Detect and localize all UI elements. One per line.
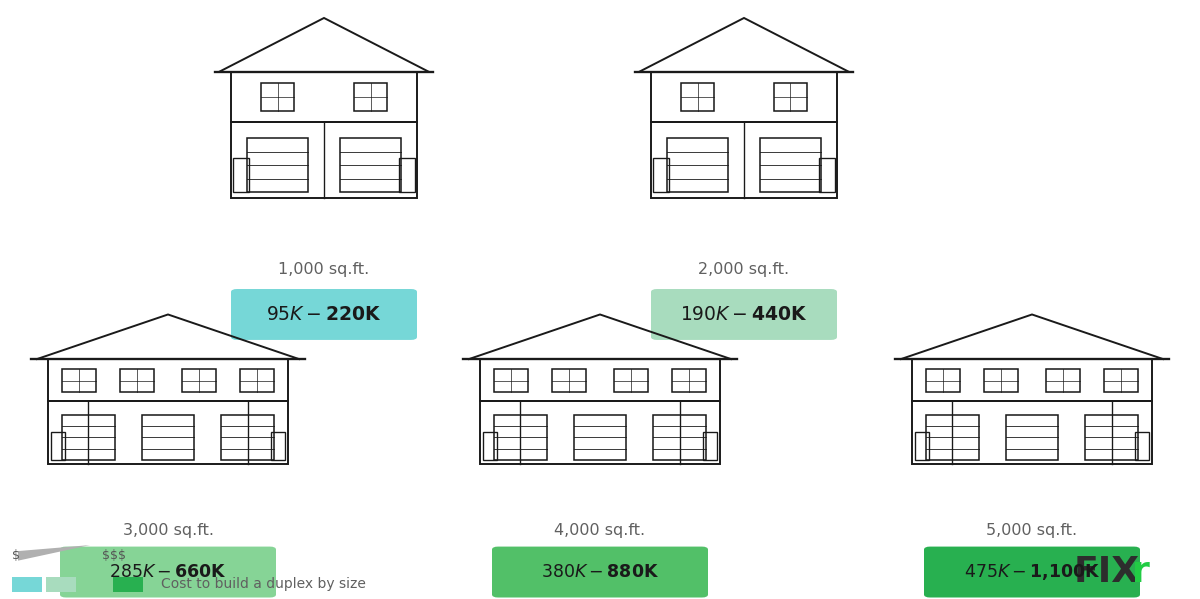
Bar [240, 369, 274, 392]
Bar [614, 369, 648, 392]
Bar [912, 401, 1152, 464]
FancyBboxPatch shape [230, 289, 418, 340]
Bar [1046, 369, 1080, 392]
Bar [120, 369, 154, 392]
Bar [984, 369, 1018, 392]
Text: Cost to build a duplex by size: Cost to build a duplex by size [161, 577, 366, 591]
Text: $380K - $880K: $380K - $880K [541, 563, 659, 581]
Text: $$$: $$$ [102, 549, 126, 562]
Polygon shape [18, 545, 90, 561]
Bar [247, 138, 308, 192]
Bar [12, 576, 42, 592]
Text: FIX: FIX [1074, 555, 1140, 589]
Bar [672, 369, 706, 392]
Bar [1135, 431, 1150, 460]
Text: $190K - $440K: $190K - $440K [680, 305, 808, 324]
Bar [680, 83, 714, 111]
Bar [650, 122, 838, 198]
Bar [182, 369, 216, 392]
Bar [340, 138, 401, 192]
Text: $285K - $660K: $285K - $660K [109, 563, 227, 581]
FancyBboxPatch shape [650, 289, 838, 340]
Text: r: r [1132, 555, 1150, 589]
Text: 5,000 sq.ft.: 5,000 sq.ft. [986, 522, 1078, 538]
Bar [760, 138, 821, 192]
Bar [494, 369, 528, 392]
Bar [912, 359, 1152, 401]
Bar [653, 158, 670, 192]
Bar [552, 369, 586, 392]
Text: 1,000 sq.ft.: 1,000 sq.ft. [278, 262, 370, 277]
Bar [50, 431, 65, 460]
Bar [48, 401, 288, 464]
Bar [271, 431, 286, 460]
Bar [142, 415, 194, 460]
Bar [1085, 415, 1138, 460]
Text: 2,000 sq.ft.: 2,000 sq.ft. [698, 262, 790, 277]
Bar [62, 415, 115, 460]
Bar [818, 158, 835, 192]
Bar [113, 576, 143, 592]
Bar [480, 359, 720, 401]
Bar [398, 158, 415, 192]
Bar [354, 83, 388, 111]
Bar [914, 431, 929, 460]
Bar [62, 369, 96, 392]
Bar [233, 158, 250, 192]
Bar [1006, 415, 1058, 460]
FancyBboxPatch shape [492, 546, 708, 598]
Bar [221, 415, 274, 460]
Bar [926, 415, 979, 460]
Bar [230, 72, 418, 122]
Bar [480, 401, 720, 464]
Bar [1104, 369, 1138, 392]
Text: $95K - $220K: $95K - $220K [266, 305, 382, 324]
Bar [482, 431, 497, 460]
Bar [926, 369, 960, 392]
Bar [79, 576, 109, 592]
Bar [494, 415, 547, 460]
Bar [650, 72, 838, 122]
Bar [574, 415, 626, 460]
Bar [667, 138, 728, 192]
FancyBboxPatch shape [60, 546, 276, 598]
Bar [774, 83, 808, 111]
Bar [260, 83, 294, 111]
Bar [48, 359, 288, 401]
Text: 3,000 sq.ft.: 3,000 sq.ft. [122, 522, 214, 538]
Text: 4,000 sq.ft.: 4,000 sq.ft. [554, 522, 646, 538]
Text: $: $ [12, 549, 20, 562]
Bar [653, 415, 706, 460]
Bar [230, 122, 418, 198]
Bar [703, 431, 718, 460]
Text: $475K - $1,100K: $475K - $1,100K [964, 562, 1100, 582]
Bar [46, 576, 76, 592]
FancyBboxPatch shape [924, 546, 1140, 598]
